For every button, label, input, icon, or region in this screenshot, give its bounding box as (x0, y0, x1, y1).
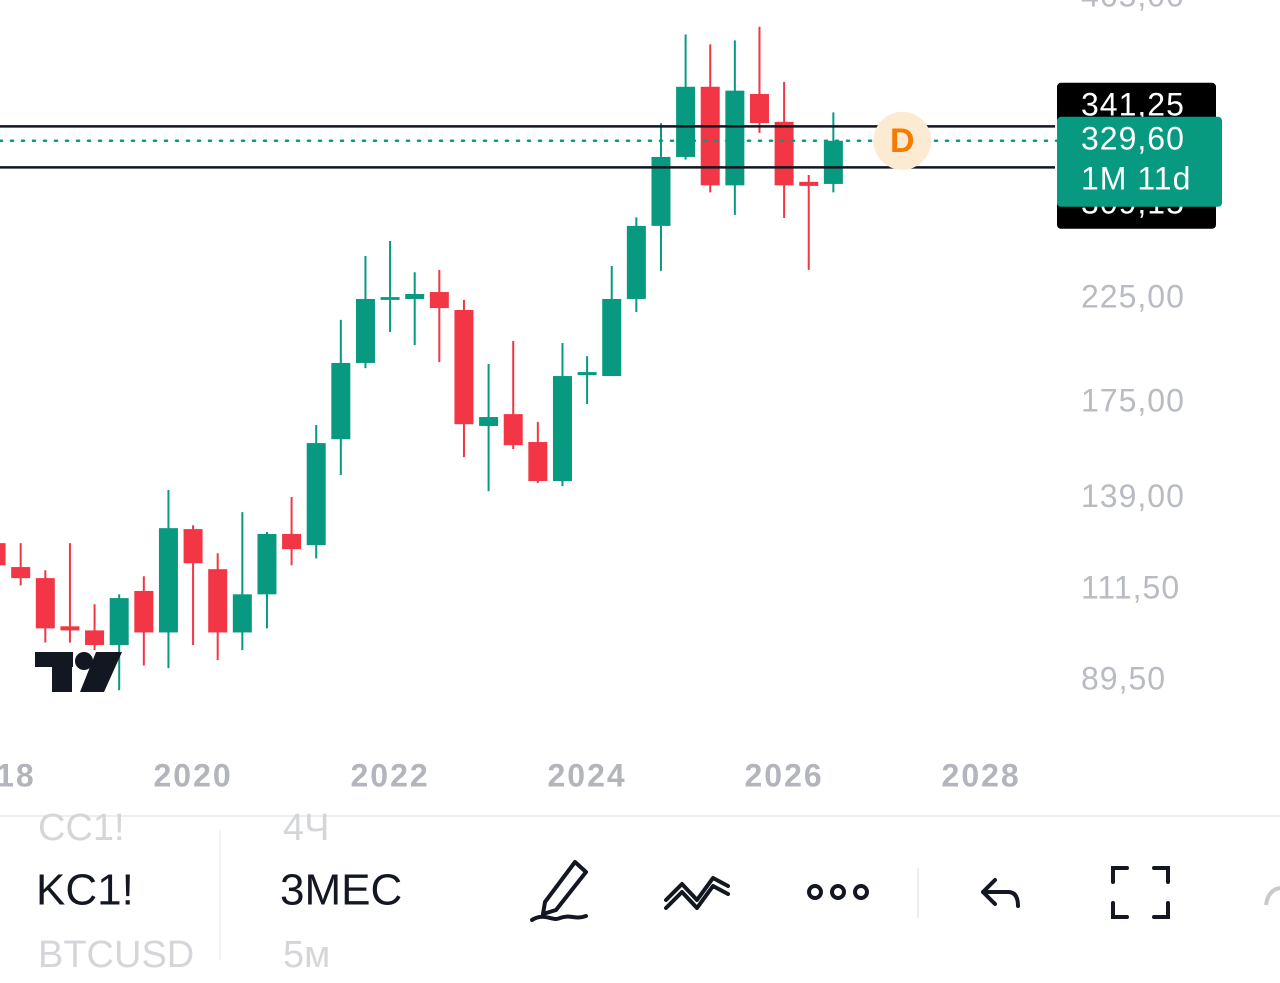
candle-body (11, 567, 31, 579)
candle-body (405, 294, 425, 299)
symbol-prev[interactable]: CC1! (38, 807, 125, 849)
symbol-next[interactable]: BTCUSD (38, 934, 194, 976)
candle-body (479, 417, 499, 426)
candle-body (725, 90, 745, 186)
plot (0, 26, 843, 691)
x-tick-label: 2018 (0, 757, 36, 793)
countdown-label: 1M 11d (1081, 160, 1191, 196)
candle-body (774, 121, 794, 186)
candle-body (528, 442, 548, 481)
candle-body (602, 298, 622, 377)
x-tick-label: 2020 (153, 757, 232, 793)
candle-body (109, 598, 129, 645)
candle-body (823, 140, 843, 184)
event-marker-label: D (890, 122, 915, 160)
candle-body (134, 590, 154, 633)
price-box-label: 341,25 (1081, 86, 1185, 122)
symbol[interactable]: KC1! (36, 866, 134, 915)
undo-icon[interactable] (981, 878, 1020, 908)
x-tick-label: 2024 (548, 757, 627, 793)
candle-body (380, 297, 400, 300)
candle-body (183, 529, 203, 564)
candle-body (626, 225, 646, 299)
x-tick-label: 2022 (350, 757, 429, 793)
candle-body (799, 181, 819, 186)
candle-body (158, 528, 178, 633)
fullscreen-icon[interactable] (1111, 866, 1170, 919)
last-price-label: 329,60 (1081, 120, 1185, 156)
candle-body (577, 372, 597, 376)
candle-body (651, 156, 671, 226)
y-tick-label: 89,50 (1081, 660, 1166, 696)
event-marker (873, 111, 932, 170)
y-tick-label: 225,00 (1081, 278, 1185, 314)
candle-body (331, 362, 351, 440)
candle-body (257, 533, 277, 595)
candle-body (429, 292, 449, 309)
candle-body (60, 626, 80, 631)
interval[interactable]: 3МЕС (280, 866, 402, 915)
candle-body (208, 569, 228, 633)
candle-body (0, 543, 6, 566)
x-tick-label: 2026 (745, 757, 824, 793)
candle-body (700, 86, 720, 186)
last-price-box (1057, 116, 1222, 207)
candle-body (454, 309, 474, 425)
candle-body (306, 443, 326, 546)
edge-icon (1264, 886, 1280, 906)
y-tick-label: 465,00 (1081, 0, 1185, 14)
logo (35, 652, 122, 692)
y-tick-label: 139,00 (1081, 478, 1185, 514)
interval-prev[interactable]: 4Ч (283, 807, 329, 849)
draw-icon[interactable] (530, 860, 588, 922)
y-tick-label: 111,50 (1081, 569, 1180, 605)
candle-body (232, 594, 252, 633)
candle-body (355, 298, 375, 363)
candle-body (85, 630, 105, 645)
candle-body (749, 94, 769, 124)
x-tick-label: 2028 (942, 757, 1021, 793)
y-tick-label: 175,00 (1081, 383, 1185, 419)
interval-next[interactable]: 5м (283, 934, 330, 976)
pattern-icon[interactable] (664, 876, 730, 910)
candle-body (282, 533, 302, 550)
candle-body (503, 414, 523, 446)
candle-body (552, 376, 572, 481)
more-icon[interactable] (807, 884, 869, 900)
candle-body (676, 86, 696, 157)
candle-body (35, 578, 55, 629)
